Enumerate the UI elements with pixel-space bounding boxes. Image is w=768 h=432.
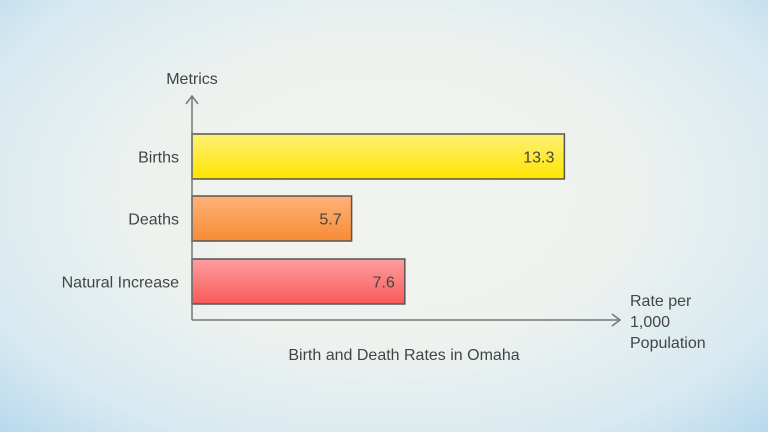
category-label: Natural Increase [62, 275, 179, 292]
value-label: 7.6 [373, 275, 395, 292]
chart-title: Birth and Death Rates in Omaha [288, 347, 519, 364]
x-axis-label-line-1: Rate per [630, 293, 692, 310]
y-axis-label: Metrics [166, 71, 218, 88]
bar-births [191, 133, 566, 180]
bar-deaths [191, 195, 353, 242]
category-label: Births [138, 150, 179, 167]
category-label: Deaths [128, 212, 179, 229]
bar-natural-increase [191, 258, 406, 305]
x-axis-label-line-2: 1,000 [630, 314, 670, 331]
x-axis-label-line-3: Population [630, 335, 706, 352]
value-label: 13.3 [523, 150, 554, 167]
value-label: 5.7 [319, 212, 341, 229]
x-axis-arrow [611, 313, 622, 327]
y-axis-arrow [185, 94, 199, 105]
